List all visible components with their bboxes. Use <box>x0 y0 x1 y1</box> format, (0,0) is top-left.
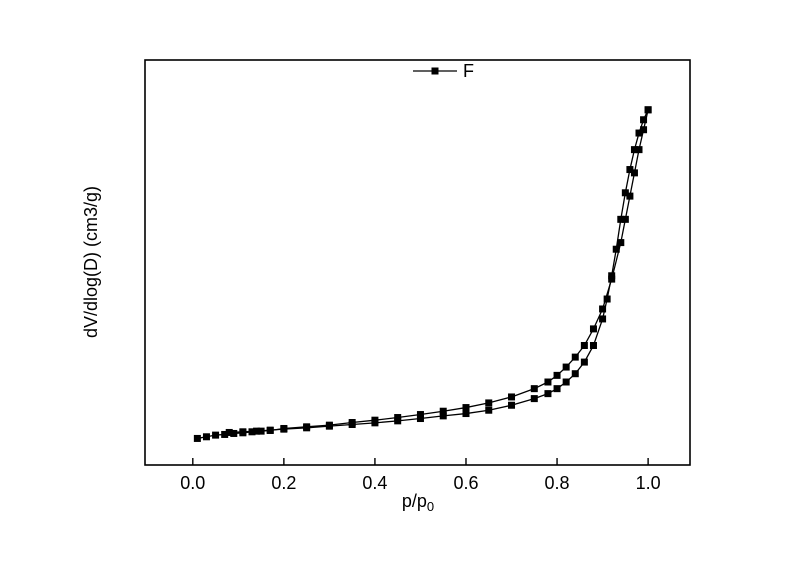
x-tick-label: 0.4 <box>362 473 387 493</box>
x-tick-label: 0.2 <box>271 473 296 493</box>
data-point-marker <box>212 431 220 439</box>
series-group <box>193 106 652 442</box>
data-point-marker <box>630 146 638 154</box>
data-point-marker <box>439 412 447 420</box>
data-point-marker <box>562 378 570 386</box>
data-point-marker <box>621 189 629 197</box>
data-point-marker <box>530 385 538 393</box>
data-point-marker <box>303 424 311 432</box>
plot-frame <box>144 59 691 466</box>
data-point-marker <box>599 315 607 323</box>
data-point-marker <box>416 415 424 423</box>
data-point-marker <box>462 404 470 412</box>
data-point-marker <box>439 407 447 415</box>
data-point-marker <box>640 116 648 124</box>
data-point-marker <box>589 325 597 333</box>
data-point-marker <box>239 428 247 436</box>
x-axis-title: p/p0 <box>402 491 434 514</box>
data-point-marker <box>617 239 625 247</box>
data-point-marker <box>508 393 516 401</box>
data-point-marker <box>544 378 552 386</box>
data-point-marker <box>635 129 643 137</box>
data-point-marker <box>640 126 648 134</box>
data-point-marker <box>530 395 538 403</box>
data-point-marker <box>325 422 333 430</box>
data-point-marker <box>371 419 379 427</box>
data-point-marker <box>416 411 424 419</box>
x-tick-label: 0.6 <box>453 473 478 493</box>
data-point-marker <box>626 192 634 200</box>
data-point-marker <box>225 428 233 436</box>
data-point-marker <box>485 399 493 407</box>
data-point-marker <box>630 169 638 177</box>
data-point-marker <box>348 421 356 428</box>
data-point-marker <box>253 427 261 435</box>
data-point-marker <box>230 429 238 437</box>
data-point-marker <box>544 390 552 398</box>
data-point-marker <box>193 434 201 442</box>
legend-label: F <box>463 61 474 81</box>
data-point-marker <box>589 341 597 349</box>
data-point-marker <box>266 426 274 434</box>
data-point-marker <box>621 215 629 223</box>
y-axis-title: dV/dlog(D) (cm3/g) <box>81 186 101 338</box>
data-point-marker <box>462 410 470 418</box>
data-point-marker <box>508 401 516 409</box>
data-point-marker <box>394 417 402 425</box>
data-point-marker <box>635 146 643 154</box>
data-point-marker <box>280 425 288 433</box>
data-point-marker <box>571 370 579 378</box>
data-point-marker <box>599 305 607 313</box>
data-point-marker <box>608 272 616 280</box>
data-point-marker <box>485 406 493 414</box>
legend-marker-square <box>431 67 439 75</box>
data-point-marker <box>553 371 561 379</box>
data-point-marker <box>202 433 210 441</box>
series-line <box>229 109 649 434</box>
x-axis-title-subscript: 0 <box>427 499 434 514</box>
data-point-marker <box>571 353 579 361</box>
data-point-marker <box>644 106 652 114</box>
data-point-marker <box>221 430 229 438</box>
data-point-marker <box>603 295 611 303</box>
x-axis-ticks: 0.0 0.2 0.4 0.6 0.8 1.0 <box>180 458 661 493</box>
data-point-marker <box>626 166 634 174</box>
x-tick-label: 0.8 <box>545 473 570 493</box>
x-tick-label: 0.0 <box>180 473 205 493</box>
x-axis-title-main: p/p <box>402 491 427 511</box>
series-line <box>197 109 649 440</box>
data-point-marker <box>580 358 588 366</box>
data-point-marker <box>612 245 620 253</box>
data-point-marker <box>562 363 570 371</box>
legend: F <box>413 61 474 81</box>
data-point-marker <box>553 385 561 393</box>
data-point-marker <box>617 215 625 223</box>
data-point-marker <box>580 341 588 349</box>
x-tick-label: 1.0 <box>636 473 661 493</box>
